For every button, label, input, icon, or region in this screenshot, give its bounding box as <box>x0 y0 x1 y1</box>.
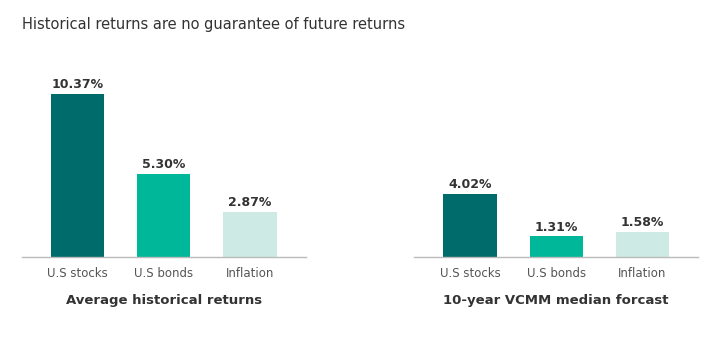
Text: 1.58%: 1.58% <box>621 216 664 229</box>
Text: 2.87%: 2.87% <box>228 196 271 209</box>
X-axis label: 10-year VCMM median forcast: 10-year VCMM median forcast <box>444 294 669 307</box>
Bar <box>529 236 583 257</box>
Bar <box>444 194 497 257</box>
Bar <box>51 94 104 257</box>
Text: 5.30%: 5.30% <box>142 158 186 171</box>
Text: Historical returns are no guarantee of future returns: Historical returns are no guarantee of f… <box>22 17 405 32</box>
Text: 10.37%: 10.37% <box>52 78 104 91</box>
Bar <box>616 232 669 257</box>
X-axis label: Average historical returns: Average historical returns <box>66 294 262 307</box>
Bar <box>223 212 276 257</box>
Bar <box>137 174 191 257</box>
Text: 4.02%: 4.02% <box>449 178 492 191</box>
Text: 1.31%: 1.31% <box>534 220 578 234</box>
